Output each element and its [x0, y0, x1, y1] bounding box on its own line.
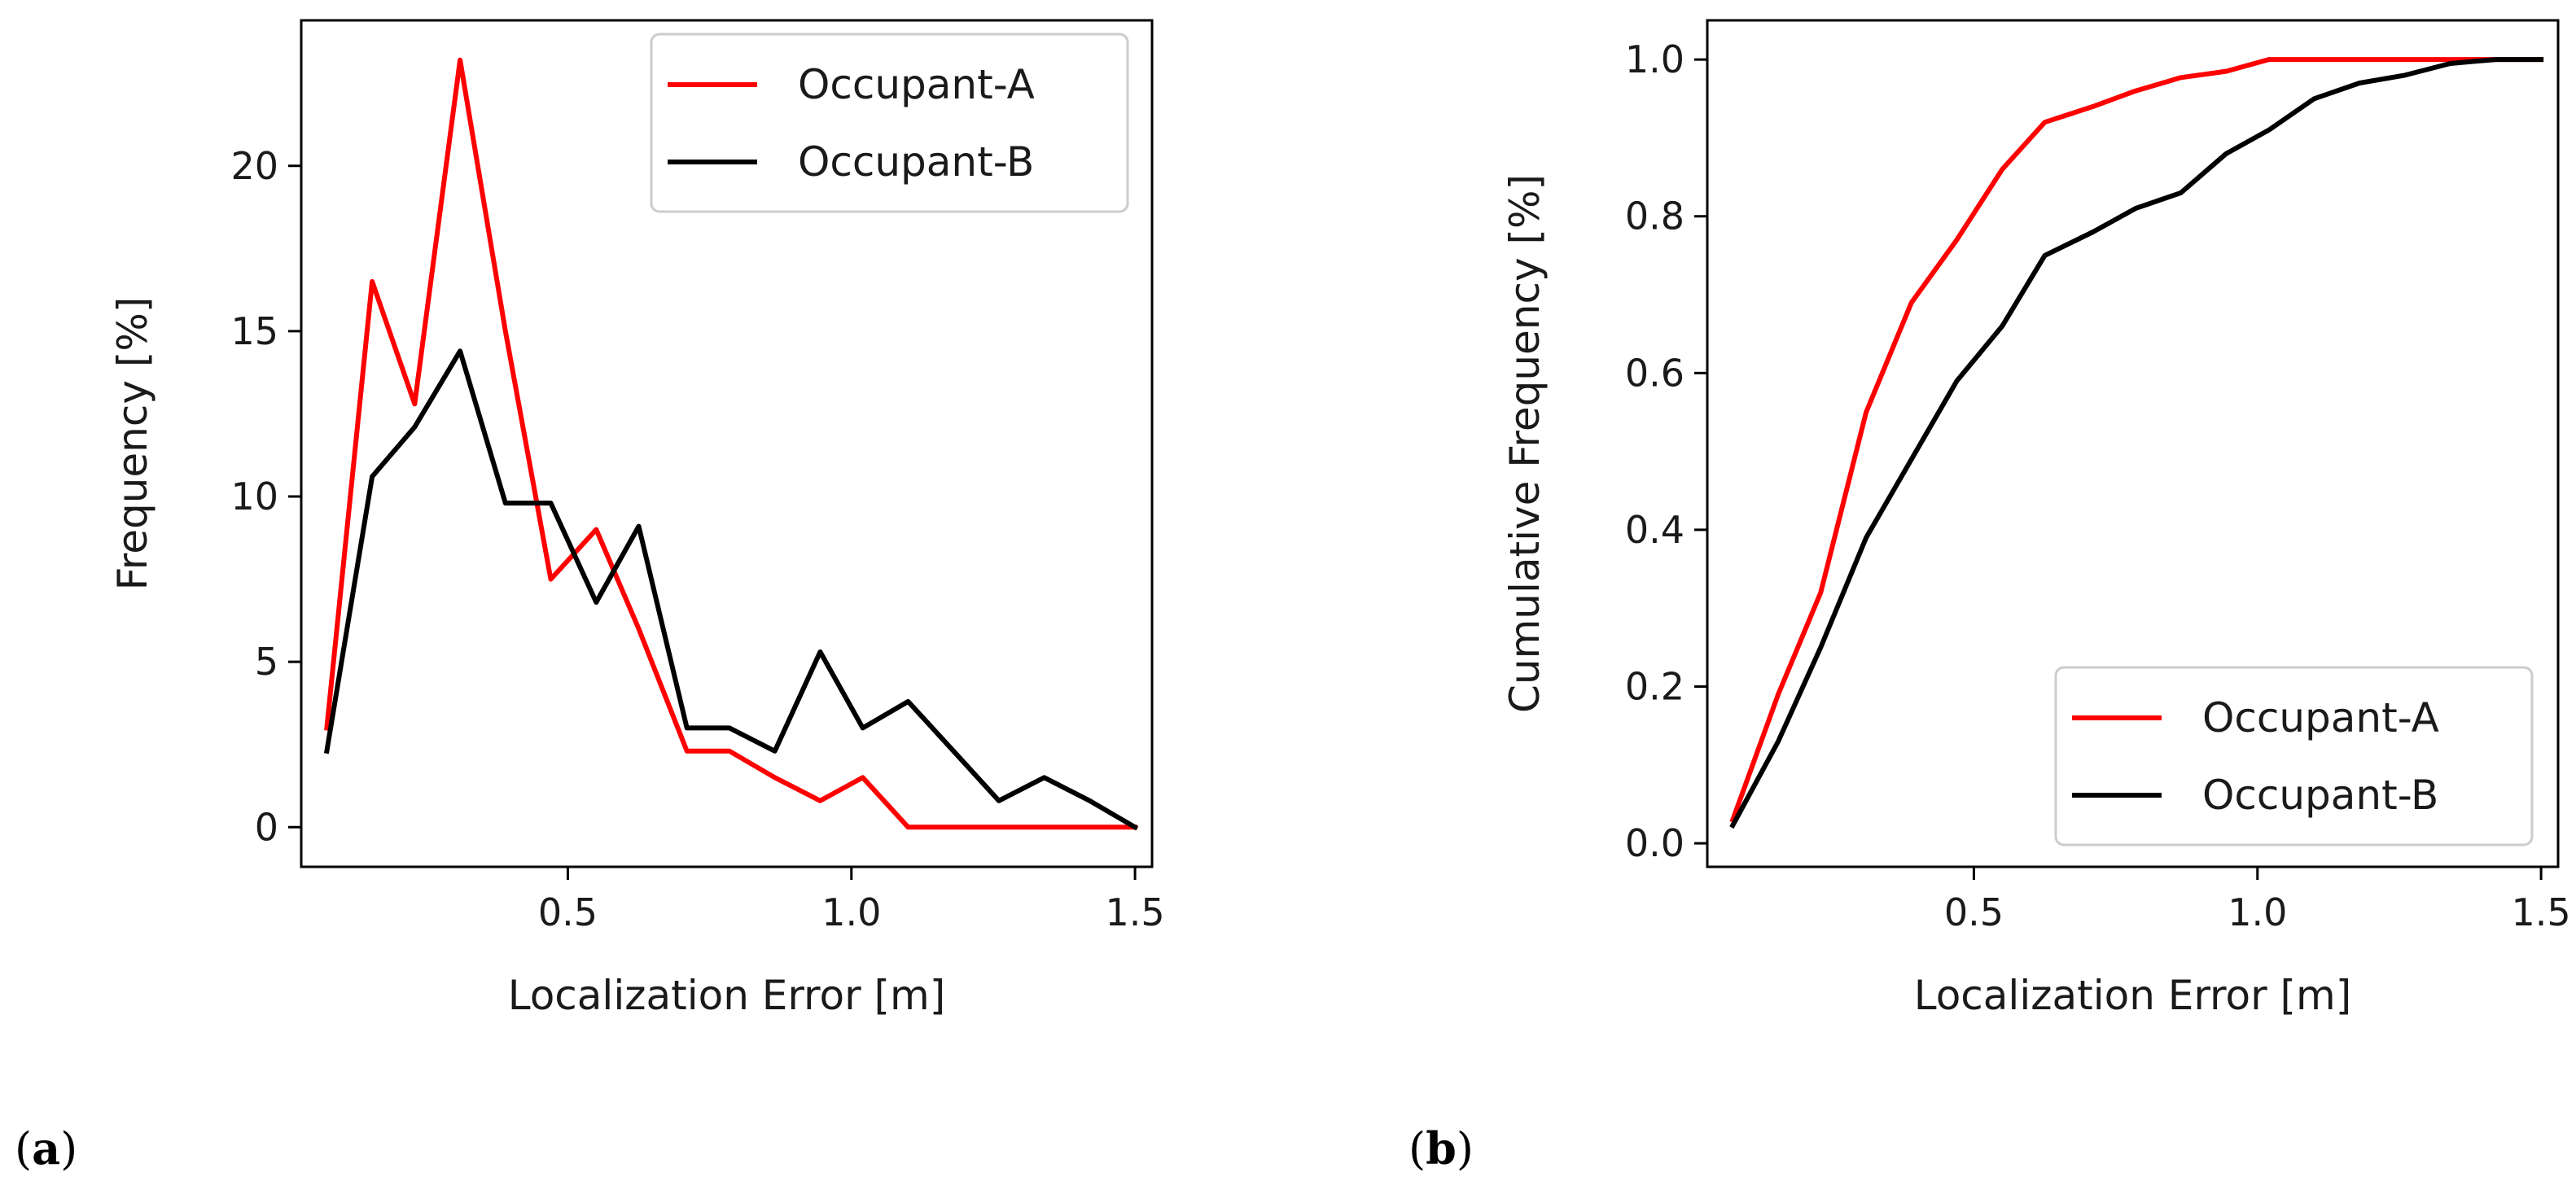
x-tick-label-b: 1.5: [2512, 890, 2571, 934]
y-tick-label-b: 0.0: [1625, 821, 1684, 865]
x-axis-label-b: Localization Error [m]: [1914, 972, 2352, 1019]
series-lines-a: [323, 57, 1139, 831]
y-tick-label-b: 1.0: [1625, 37, 1684, 81]
series-lines-b: [1729, 57, 2544, 829]
y-tick-label-a: 15: [230, 309, 278, 353]
panel-b: 0.5 1.0 1.5 0.0 0.2 0.4 0.6 0.8 1.0 Localizatio…: [1408, 19, 2571, 1174]
y-tick-label-a: 20: [230, 144, 278, 188]
legend-box-a: [650, 33, 1129, 213]
y-axis-label-b: Cumulative Frequency [%]: [1501, 174, 1549, 713]
panel-a: 0.5 1.0 1.5 0 5 10 15 20 Localization Error [m…: [15, 19, 1165, 1174]
series-line-occupant-a: [1729, 57, 2544, 824]
y-tick-label-b: 0.8: [1625, 195, 1684, 238]
panel-label-a-open: (: [15, 1123, 32, 1174]
y-ticks-a: 0 5 10 15 20: [230, 144, 301, 849]
series-line-occupant-b: [323, 348, 1139, 831]
x-tick-label-a: 0.5: [538, 890, 598, 934]
panel-label-b: (b): [1408, 1122, 1474, 1174]
y-ticks-b: 0.0 0.2 0.4 0.6 0.8 1.0: [1625, 37, 1707, 865]
y-axis-label-a: Frequency [%]: [109, 297, 156, 591]
y-tick-label-a: 10: [230, 475, 278, 518]
legend-box-b: [2054, 666, 2534, 846]
x-tick-label-b: 0.5: [1944, 890, 2004, 934]
legend-a: Occupant-A Occupant-B: [650, 33, 1129, 213]
panel-label-b-letter: b: [1426, 1122, 1457, 1174]
legend-b: Occupant-A Occupant-B: [2054, 666, 2534, 846]
axes-frame-b: [1706, 19, 2560, 868]
series-line-occupant-b: [1729, 57, 2544, 829]
legend-label-occupant-a: Occupant-A: [2202, 694, 2439, 741]
x-ticks-a: 0.5 1.0 1.5: [538, 867, 1165, 934]
axes-frame-a: [300, 19, 1154, 868]
panel-label-a-close: ): [60, 1123, 77, 1174]
series-line-occupant-a: [324, 57, 1138, 830]
x-ticks-b: 0.5 1.0 1.5: [1944, 867, 2571, 934]
y-tick-label-a: 5: [255, 640, 278, 684]
panel-label-a-letter: a: [32, 1122, 60, 1174]
legend-label-occupant-a: Occupant-A: [798, 61, 1035, 108]
legend-label-occupant-b: Occupant-B: [2202, 772, 2438, 819]
x-tick-label-a: 1.5: [1106, 890, 1165, 934]
legend-label-occupant-b: Occupant-B: [798, 138, 1034, 186]
panel-label-b-open: (: [1408, 1123, 1426, 1174]
y-tick-label-b: 0.4: [1625, 508, 1684, 552]
x-axis-label-a: Localization Error [m]: [508, 972, 946, 1019]
x-tick-label-b: 1.0: [2228, 890, 2287, 934]
panel-label-b-close: ): [1457, 1123, 1474, 1174]
y-tick-label-a: 0: [255, 805, 278, 849]
y-tick-label-b: 0.6: [1625, 351, 1684, 395]
x-tick-label-a: 1.0: [821, 890, 881, 934]
y-tick-label-b: 0.2: [1625, 665, 1684, 709]
panel-label-a: (a): [15, 1122, 77, 1174]
